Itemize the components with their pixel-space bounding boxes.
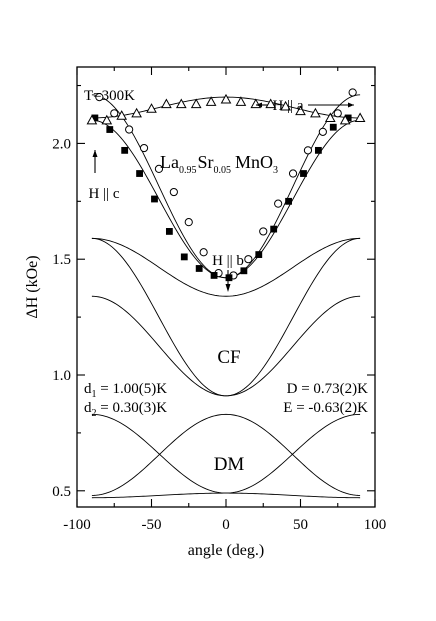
data-point-square <box>165 228 173 235</box>
data-point-circle <box>184 218 193 227</box>
y-tick-label: 2.0 <box>52 136 71 152</box>
data-point-triangle <box>146 103 157 113</box>
data-point-circle <box>244 255 253 264</box>
arrow-up-head <box>92 150 98 157</box>
data-point-triangle <box>116 110 128 120</box>
x-tick-label: 100 <box>364 517 387 533</box>
model-curve-cf <box>91 237 361 397</box>
data-point-square <box>270 225 278 233</box>
x-tick-label: -100 <box>63 517 91 533</box>
h-parallel-c-label: H || c <box>89 186 120 202</box>
data-point-square <box>255 251 263 258</box>
x-tick-label: 50 <box>293 517 308 533</box>
data-point-triangle <box>310 107 321 118</box>
model-curve-dm <box>91 413 361 496</box>
data-point-square <box>344 114 352 122</box>
data-point-circle <box>95 93 104 102</box>
dm-label: DM <box>214 454 245 475</box>
x-tick-label: -50 <box>142 517 162 533</box>
data-point-square <box>285 197 292 205</box>
data-point-square <box>106 126 114 133</box>
x-axis-label: angle (deg.) <box>188 542 264 559</box>
data-point-triangle <box>324 112 336 123</box>
data-point-square <box>180 253 188 261</box>
temperature-label: T=300K <box>84 88 135 104</box>
data-point-circle <box>199 248 208 257</box>
data-point-triangle <box>339 114 351 125</box>
d2-label: d2 = 0.30(3)K <box>84 400 167 419</box>
data-point-triangle <box>175 98 187 109</box>
E-label: E = -0.63(2)K <box>283 400 368 416</box>
y-tick-label: 0.5 <box>52 484 71 500</box>
data-point-circle <box>333 109 342 118</box>
data-point-triangle <box>161 98 172 109</box>
data-point-square <box>136 170 143 177</box>
compound-formula: La0.95Sr0.05 MnO3 <box>160 152 278 176</box>
data-point-circle <box>274 199 283 208</box>
data-point-triangle <box>86 114 98 125</box>
x-tick-label: 0 <box>222 517 230 533</box>
cf-label: CF <box>217 347 240 368</box>
data-point-circle <box>288 169 298 178</box>
D-label: D = 0.73(2)K <box>287 381 369 397</box>
data-point-square <box>329 123 337 131</box>
data-point-triangle <box>295 105 306 116</box>
data-point-triangle <box>101 114 113 125</box>
data-point-triangle <box>205 96 217 106</box>
data-point-square <box>314 146 322 154</box>
arrow-down-head <box>225 284 231 292</box>
data-point-square <box>121 146 129 154</box>
data-point-circle <box>125 125 134 134</box>
data-point-square <box>210 272 218 279</box>
data-point-triangle <box>265 98 277 109</box>
data-point-square <box>300 170 307 177</box>
data-point-circle <box>154 164 164 173</box>
data-point-triangle <box>354 112 366 123</box>
d1-label: d1 = 1.00(5)K <box>84 381 167 400</box>
data-point-square <box>151 195 158 203</box>
data-point-triangle <box>250 98 262 109</box>
data-point-triangle <box>131 107 142 118</box>
h-parallel-b-label: H || b <box>212 253 244 269</box>
data-point-circle <box>169 187 178 197</box>
y-tick-label: 1.5 <box>52 252 71 268</box>
y-tick-label: 1.0 <box>52 368 71 384</box>
plot-frame <box>76 66 376 508</box>
model-curve-dm <box>91 492 361 499</box>
data-point-square <box>195 265 203 272</box>
data-point-circle <box>259 227 268 236</box>
data-point-circle <box>303 146 313 155</box>
model-curve-cf <box>91 237 361 297</box>
arrow-left-head <box>256 102 262 108</box>
data-point-square <box>91 114 99 122</box>
data-point-circle <box>348 88 357 97</box>
data-point-triangle <box>280 100 291 111</box>
arrow-right-head <box>348 102 354 108</box>
data-point-triangle <box>235 96 247 106</box>
data-point-circle <box>110 109 119 118</box>
h-parallel-a-label: H || a <box>273 98 304 114</box>
data-point-square <box>240 267 248 275</box>
data-point-circle <box>139 143 149 153</box>
y-axis-label: ΔH (kOe) <box>24 255 41 318</box>
data-point-triangle <box>190 98 202 109</box>
data-point-square <box>225 274 233 282</box>
data-point-circle <box>318 127 327 136</box>
data-point-triangle <box>220 93 232 104</box>
